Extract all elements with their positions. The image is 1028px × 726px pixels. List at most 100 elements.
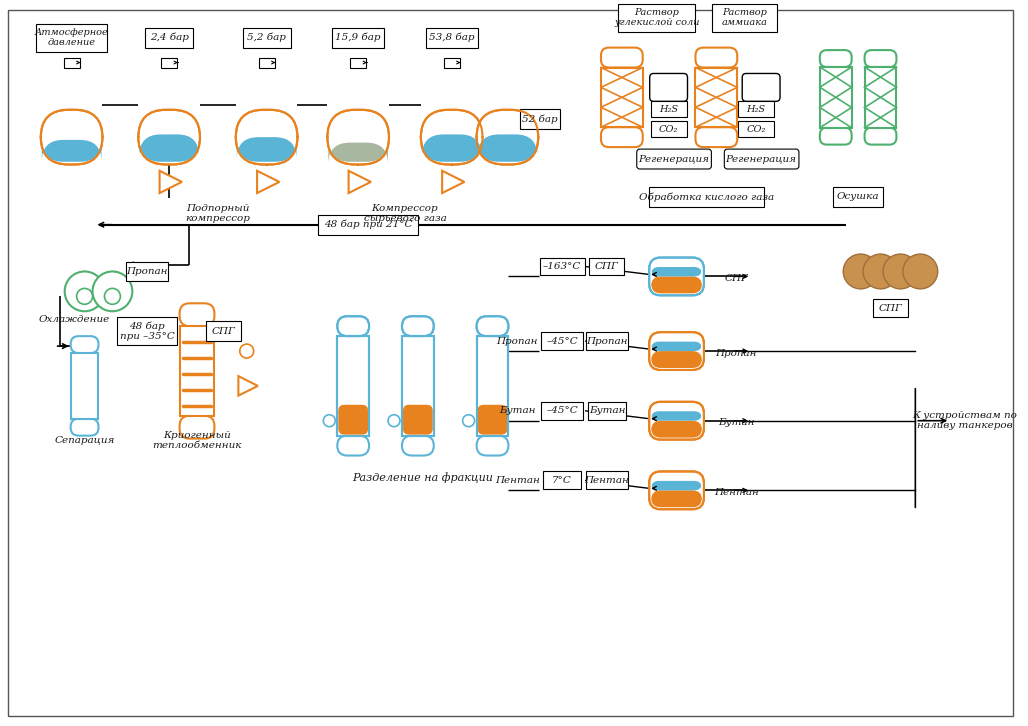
FancyBboxPatch shape <box>650 471 704 509</box>
Text: Бутан: Бутан <box>718 418 755 427</box>
FancyBboxPatch shape <box>338 405 368 435</box>
Text: Регенерация: Регенерация <box>638 155 709 163</box>
FancyBboxPatch shape <box>651 102 687 118</box>
Text: Регенерация: Регенерация <box>726 155 797 163</box>
Text: CO₂: CO₂ <box>659 125 678 134</box>
Circle shape <box>843 254 878 289</box>
FancyBboxPatch shape <box>117 317 177 345</box>
FancyBboxPatch shape <box>588 401 626 420</box>
Text: СПГ: СПГ <box>725 274 748 283</box>
FancyBboxPatch shape <box>332 28 384 48</box>
FancyBboxPatch shape <box>696 127 737 147</box>
Text: 48 бар
при –35°C: 48 бар при –35°C <box>120 321 175 341</box>
FancyBboxPatch shape <box>477 336 509 436</box>
FancyBboxPatch shape <box>589 258 624 275</box>
Circle shape <box>77 288 93 304</box>
FancyBboxPatch shape <box>651 121 687 137</box>
FancyBboxPatch shape <box>819 67 851 128</box>
Text: Пропан: Пропан <box>586 337 628 346</box>
Circle shape <box>463 415 475 427</box>
FancyBboxPatch shape <box>351 57 366 68</box>
FancyBboxPatch shape <box>477 317 509 336</box>
FancyBboxPatch shape <box>601 48 642 68</box>
FancyBboxPatch shape <box>586 471 628 489</box>
Text: 53,8 бар: 53,8 бар <box>429 33 475 42</box>
FancyBboxPatch shape <box>420 110 482 165</box>
Text: 48 бар при 21°C: 48 бар при 21°C <box>324 220 412 229</box>
FancyBboxPatch shape <box>819 50 851 67</box>
FancyBboxPatch shape <box>71 353 99 419</box>
FancyBboxPatch shape <box>71 419 99 436</box>
Text: Подпорный
компрессор: Подпорный компрессор <box>185 204 251 224</box>
Text: Компрессор
сырьевого газа: Компрессор сырьевого газа <box>364 204 446 224</box>
FancyBboxPatch shape <box>650 73 688 102</box>
Polygon shape <box>348 171 371 193</box>
FancyBboxPatch shape <box>71 336 99 353</box>
Text: 15,9 бар: 15,9 бар <box>335 33 381 42</box>
FancyBboxPatch shape <box>426 28 478 48</box>
FancyBboxPatch shape <box>865 50 896 67</box>
FancyBboxPatch shape <box>651 420 702 438</box>
Text: Пентан: Пентан <box>713 488 759 497</box>
FancyBboxPatch shape <box>651 342 702 351</box>
FancyBboxPatch shape <box>542 401 583 420</box>
FancyBboxPatch shape <box>651 277 702 293</box>
Text: 52 бар: 52 бар <box>522 115 558 124</box>
Polygon shape <box>257 171 280 193</box>
FancyBboxPatch shape <box>444 57 460 68</box>
FancyBboxPatch shape <box>873 299 908 317</box>
FancyBboxPatch shape <box>601 68 642 127</box>
FancyBboxPatch shape <box>651 481 702 490</box>
Circle shape <box>65 272 105 311</box>
Text: –45°C: –45°C <box>546 337 578 346</box>
FancyBboxPatch shape <box>865 128 896 144</box>
FancyBboxPatch shape <box>711 4 776 32</box>
FancyBboxPatch shape <box>207 321 242 341</box>
Text: H₂S: H₂S <box>659 105 678 114</box>
Circle shape <box>240 344 254 358</box>
FancyBboxPatch shape <box>477 110 539 165</box>
FancyBboxPatch shape <box>139 110 200 165</box>
Text: Охлаждение: Охлаждение <box>39 315 110 324</box>
Circle shape <box>324 415 335 427</box>
FancyBboxPatch shape <box>161 57 177 68</box>
FancyBboxPatch shape <box>180 303 215 326</box>
FancyBboxPatch shape <box>586 333 628 350</box>
FancyBboxPatch shape <box>738 121 774 137</box>
FancyBboxPatch shape <box>328 140 388 164</box>
FancyBboxPatch shape <box>235 110 297 165</box>
Polygon shape <box>238 376 258 396</box>
Text: СПГ: СПГ <box>879 303 903 313</box>
FancyBboxPatch shape <box>477 436 509 455</box>
FancyBboxPatch shape <box>865 67 896 128</box>
Text: Криогенный
теплообменник: Криогенный теплообменник <box>152 431 242 450</box>
FancyBboxPatch shape <box>180 326 215 416</box>
Circle shape <box>883 254 918 289</box>
FancyBboxPatch shape <box>540 258 585 275</box>
FancyBboxPatch shape <box>601 127 642 147</box>
Text: Обработка кислого газа: Обработка кислого газа <box>638 192 774 202</box>
Polygon shape <box>159 171 182 193</box>
FancyBboxPatch shape <box>243 28 291 48</box>
FancyBboxPatch shape <box>36 24 108 52</box>
FancyBboxPatch shape <box>651 267 702 277</box>
FancyBboxPatch shape <box>126 261 169 282</box>
FancyBboxPatch shape <box>337 436 369 455</box>
FancyBboxPatch shape <box>725 149 799 169</box>
Text: Раствор
аммиака: Раствор аммиака <box>722 8 767 28</box>
FancyBboxPatch shape <box>696 48 737 68</box>
FancyBboxPatch shape <box>618 4 696 32</box>
Text: CO₂: CO₂ <box>746 125 766 134</box>
FancyBboxPatch shape <box>259 57 274 68</box>
FancyBboxPatch shape <box>402 317 434 336</box>
FancyBboxPatch shape <box>738 102 774 118</box>
Circle shape <box>105 288 120 304</box>
Text: Пропан: Пропан <box>715 348 757 357</box>
Text: Раствор
углекислой соли: Раствор углекислой соли <box>614 8 699 28</box>
FancyBboxPatch shape <box>421 134 481 162</box>
FancyBboxPatch shape <box>236 137 296 162</box>
FancyBboxPatch shape <box>650 187 764 207</box>
Text: –45°C: –45°C <box>546 407 578 415</box>
Polygon shape <box>442 171 465 193</box>
FancyBboxPatch shape <box>651 411 702 420</box>
